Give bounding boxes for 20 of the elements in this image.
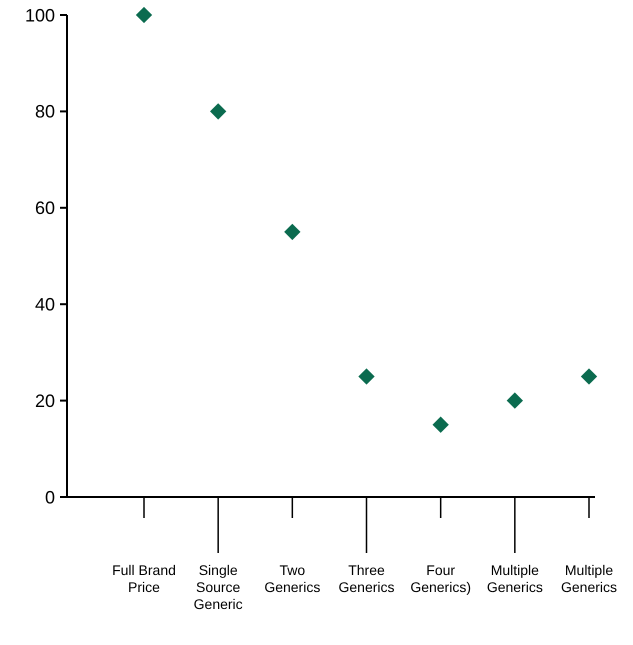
y-tick-label: 60	[34, 198, 55, 218]
x-tick-label: Three Generics	[338, 562, 395, 595]
point	[210, 103, 226, 120]
point	[284, 224, 300, 240]
point	[136, 6, 152, 24]
point	[358, 368, 375, 385]
x-tick-label: Single Source Generic	[194, 562, 243, 612]
y-tick-label: 0	[44, 487, 55, 508]
x-tick-label: Full Brand Price	[112, 562, 176, 595]
point	[580, 368, 598, 385]
x-tick-label: Multiple Generics	[560, 562, 618, 595]
y-tick-label: 40	[34, 294, 55, 314]
x-tick-label: Multiple Generics	[486, 562, 543, 595]
x-tick-label: Two Generics	[264, 562, 320, 595]
point	[432, 416, 449, 433]
y-tick-label: 80	[34, 102, 55, 122]
y-tick-label: 20	[34, 390, 55, 411]
y-tick-label: 100	[24, 5, 55, 26]
point	[506, 392, 523, 409]
x-tick-label: Four Generics)	[410, 562, 472, 595]
